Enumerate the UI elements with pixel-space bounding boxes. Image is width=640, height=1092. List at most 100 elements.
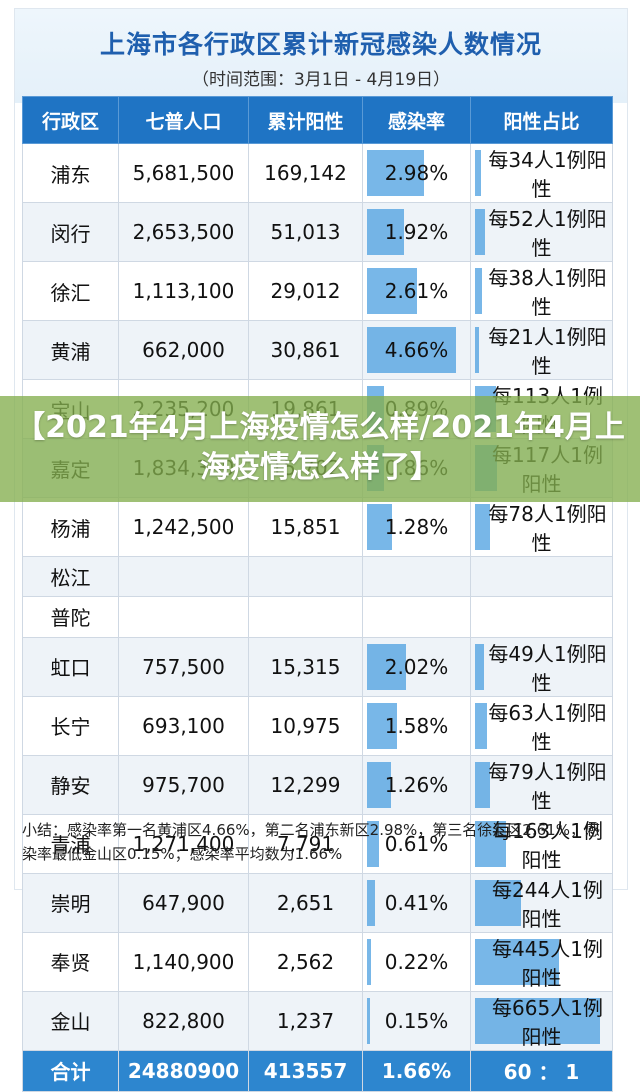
district-cell: 金山 [22,990,119,1051]
rate-value: 2.61% [384,279,449,303]
rate-cell: 0.22% [362,931,471,992]
total-positive: 413557 [248,1049,363,1092]
population-cell: 647,900 [118,872,249,933]
table-row: 杨浦 1,242,500 15,851 1.28% 每78人1例阳性 [22,497,613,557]
positive-cell: 15,315 [248,636,363,697]
district-cell: 奉贤 [22,931,119,992]
table-row: 虹口 757,500 15,315 2.02% 每49人1例阳性 [22,636,613,697]
table-row: 奉贤 1,140,900 2,562 0.22% 每445人1例阳性 [22,931,613,992]
ratio-bar [475,327,479,373]
header-rate: 感染率 [362,96,471,144]
title-banner-overlay: 【2021年4月上海疫情怎么样/2021年4月上海疫情怎么样了】 [0,396,640,502]
header-population: 七普人口 [118,96,249,144]
header-district: 行政区 [22,96,119,144]
ratio-value: 每38人1例阳性 [488,266,607,319]
rate-bar [367,327,456,373]
ratio-value: 每63人1例阳性 [488,700,607,754]
rate-value: 1.28% [384,515,449,539]
rate-cell: 2.02% [362,636,471,697]
rate-value: 2.98% [384,161,449,185]
rate-value: 0.22% [384,949,449,974]
positive-cell: 51,013 [248,202,363,262]
rate-value: 2.02% [384,654,449,679]
rate-cell [362,555,471,598]
header-ratio: 阳性占比 [470,96,613,144]
positive-cell: 10,975 [248,695,363,756]
ratio-cell [470,596,613,638]
rate-bar [367,820,379,867]
district-cell: 松江 [22,555,119,598]
ratio-cell: 每244人1例阳性 [470,872,613,933]
rate-bar [367,150,424,196]
table-row: 闵行 2,653,500 51,013 1.92% 每52人1例阳性 [22,202,613,262]
total-population: 24880900 [118,1049,249,1092]
district-cell: 崇明 [22,872,119,933]
district-cell: 虹口 [22,636,119,697]
rate-cell: 1.28% [362,497,471,557]
ratio-bar [475,209,485,255]
positive-cell: 1,237 [248,990,363,1051]
ratio-cell: 每52人1例阳性 [470,202,613,262]
ratio-bar [475,820,506,867]
table-row: 普陀 [22,596,613,638]
positive-cell: 29,012 [248,261,363,321]
banner-text: 【2021年4月上海疫情怎么样/2021年4月上海疫情怎么样了】 [15,410,625,485]
ratio-bar [475,150,481,196]
population-cell [118,596,249,638]
rate-bar [367,997,370,1044]
rate-cell: 2.98% [362,143,471,203]
rate-bar [367,702,397,749]
page-title: 上海市各行政区累计新冠感染人数情况 [99,30,542,59]
rate-value: 0.41% [384,890,449,915]
rate-bar [367,504,392,550]
rate-bar [367,879,375,926]
positive-cell: 30,861 [248,320,363,380]
ratio-value: 每78人1例阳性 [488,502,607,555]
ratio-value [536,565,548,589]
ratio-value: 每34人1例阳性 [488,148,607,201]
ratio-cell: 每63人1例阳性 [470,695,613,756]
rate-value: 4.66% [384,338,449,362]
rate-value: 1.92% [384,220,449,244]
ratio-cell: 每665人1例阳性 [470,990,613,1051]
rate-cell: 1.26% [362,754,471,815]
rate-value: 0.15% [384,1008,449,1033]
rate-value: 1.58% [384,713,449,738]
district-cell: 黄浦 [22,320,119,380]
total-rate: 1.66% [362,1049,471,1092]
ratio-bar [475,268,482,314]
population-cell: 975,700 [118,754,249,815]
population-cell: 1,242,500 [118,497,249,557]
positive-cell [248,555,363,598]
rate-bar [367,268,417,314]
district-cell: 杨浦 [22,497,119,557]
ratio-value: 每49人1例阳性 [488,641,607,695]
rate-bar [367,209,404,255]
rate-cell: 2.61% [362,261,471,321]
ratio-bar [475,643,484,690]
rate-value: 0.61% [384,831,449,856]
ratio-cell: 每49人1例阳性 [470,636,613,697]
summary-text: 小结：感染率第一名黄浦区4.66%，第二名浦东新区2.98%，第三名徐汇区2.6… [22,821,600,863]
ratio-value: 每79人1例阳性 [488,759,607,813]
population-cell: 5,681,500 [118,143,249,203]
table-row: 浦东 5,681,500 169,142 2.98% 每34人1例阳性 [22,143,613,203]
total-label: 合计 [22,1049,119,1092]
district-cell: 长宁 [22,695,119,756]
ratio-cell: 每38人1例阳性 [470,261,613,321]
table-row: 松江 [22,555,613,598]
population-cell: 662,000 [118,320,249,380]
ratio-cell: 每21人1例阳性 [470,320,613,380]
rate-cell: 4.66% [362,320,471,380]
rate-bar [367,938,371,985]
district-cell: 浦东 [22,143,119,203]
table-header-row: 行政区 七普人口 累计阳性 感染率 阳性占比 [22,96,613,144]
district-cell: 徐汇 [22,261,119,321]
population-cell: 1,271,400 [118,813,249,874]
population-cell: 1,113,100 [118,261,249,321]
positive-cell [248,596,363,638]
district-cell: 静安 [22,754,119,815]
positive-cell: 15,851 [248,497,363,557]
population-cell: 2,653,500 [118,202,249,262]
rate-cell: 0.61% [362,813,471,874]
